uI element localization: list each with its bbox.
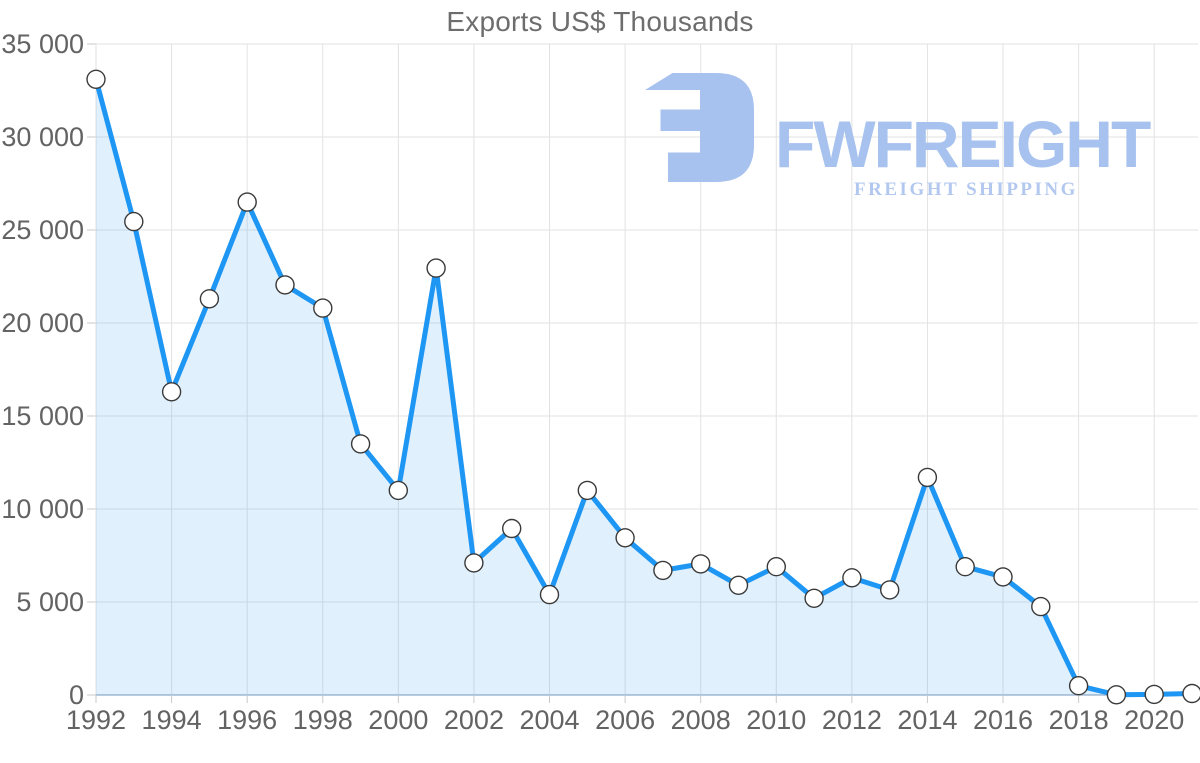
x-axis-label: 2018: [1049, 705, 1109, 735]
x-axis-label: 1994: [142, 705, 202, 735]
x-axis-label: 2002: [444, 705, 504, 735]
data-point-2018[interactable]: [1068, 676, 1089, 696]
y-axis-label: 20 000: [1, 308, 84, 338]
x-axis-label: 2008: [671, 705, 731, 735]
x-axis-label: 2004: [519, 705, 579, 735]
y-axis-label: 25 000: [1, 215, 84, 245]
data-point-2020[interactable]: [1144, 684, 1164, 705]
data-point-2005[interactable]: [577, 480, 597, 501]
x-axis-label: 1992: [66, 705, 126, 735]
y-axis-label: 5 000: [16, 587, 84, 617]
x-axis-label: 2020: [1124, 705, 1184, 735]
data-point-1995[interactable]: [199, 289, 220, 309]
data-point-1998[interactable]: [313, 298, 333, 318]
y-axis-label: 30 000: [1, 122, 84, 152]
data-point-2001[interactable]: [426, 258, 446, 278]
data-point-1996[interactable]: [237, 192, 257, 212]
data-point-2002[interactable]: [464, 553, 484, 573]
data-point-2009[interactable]: [728, 575, 749, 595]
data-point-2003[interactable]: [502, 518, 522, 539]
data-point-1992[interactable]: [86, 69, 106, 90]
data-point-1993[interactable]: [124, 211, 144, 232]
x-axis-label: 1998: [293, 705, 353, 735]
x-axis-label: 2006: [595, 705, 655, 735]
data-point-2015[interactable]: [955, 557, 975, 577]
data-point-1999[interactable]: [350, 434, 371, 454]
chart-title: Exports US$ Thousands: [446, 6, 754, 37]
data-point-2016[interactable]: [993, 567, 1013, 587]
x-axis-label: 2010: [746, 705, 806, 735]
data-point-2012[interactable]: [842, 568, 862, 588]
area-fill: [96, 79, 1192, 696]
data-point-1997[interactable]: [275, 275, 295, 295]
x-axis-label: 2000: [368, 705, 428, 735]
y-axis-label: 0: [69, 680, 84, 710]
y-axis-label: 15 000: [1, 401, 84, 431]
data-point-2013[interactable]: [880, 580, 900, 600]
data-point-2019[interactable]: [1106, 685, 1127, 705]
data-point-2007[interactable]: [653, 560, 673, 581]
data-point-1994[interactable]: [161, 382, 182, 402]
x-axis-label: 2012: [822, 705, 882, 735]
x-axis-label: 2014: [897, 705, 957, 735]
data-point-2017[interactable]: [1031, 596, 1051, 617]
data-point-2011[interactable]: [804, 588, 824, 608]
data-point-2008[interactable]: [691, 554, 711, 574]
y-axis-label: 10 000: [1, 494, 84, 524]
data-point-2004[interactable]: [539, 584, 560, 605]
data-point-2014[interactable]: [917, 467, 938, 488]
data-point-2010[interactable]: [766, 557, 786, 577]
data-point-2000[interactable]: [388, 480, 408, 501]
data-point-2006[interactable]: [615, 528, 635, 548]
data-point-2021[interactable]: [1182, 683, 1200, 704]
x-axis-label: 1996: [217, 705, 277, 735]
y-axis-label: 35 000: [1, 29, 84, 59]
x-axis-label: 2016: [973, 705, 1033, 735]
